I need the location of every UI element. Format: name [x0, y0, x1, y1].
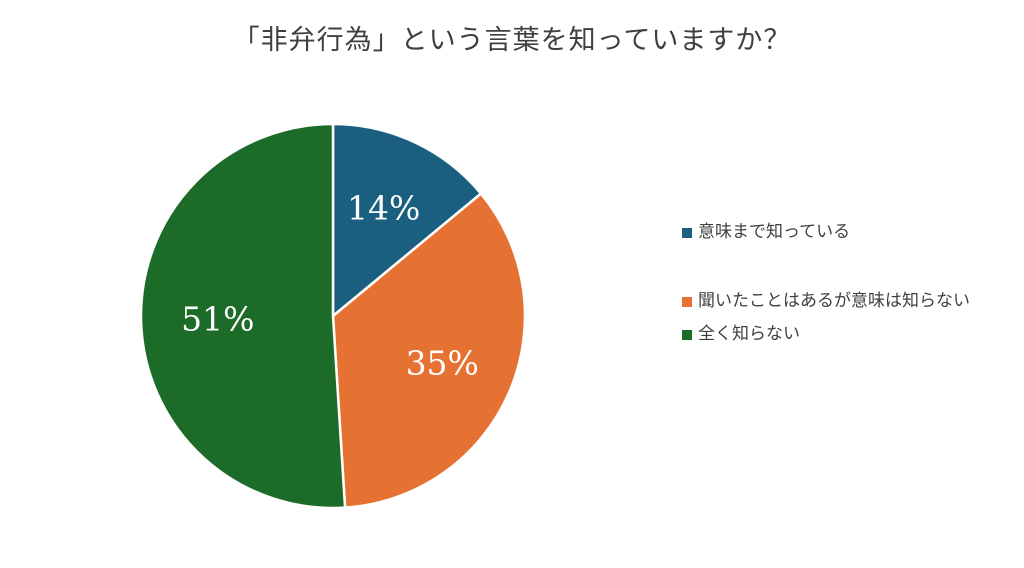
- slice-value-label: 14%: [347, 188, 420, 227]
- pie-slice: [139, 122, 347, 510]
- legend: 意味まで知っている聞いたことはあるが意味は知らない 全く知らない: [682, 216, 1012, 351]
- legend-swatch: [682, 228, 692, 238]
- legend-swatch: [682, 297, 692, 307]
- legend-label: 全く知らない: [698, 324, 800, 344]
- legend-label: 意味まで知っている: [698, 222, 851, 242]
- chart-title: 「非弁行為」という言葉を知っていますか？: [232, 25, 792, 56]
- legend-swatch: [682, 330, 692, 340]
- slice-value-label: 51%: [181, 300, 254, 339]
- slice-value-label: 35%: [406, 343, 479, 382]
- legend-item: 意味まで知っている: [682, 216, 1012, 249]
- legend-label: 聞いたことはあるが意味は知らない: [698, 291, 970, 311]
- pie-slice: [331, 191, 527, 509]
- legend-item: 全く知らない: [682, 318, 1012, 351]
- legend-item: 聞いたことはあるが意味は知らない: [682, 285, 1012, 318]
- pie-slice: [331, 122, 483, 319]
